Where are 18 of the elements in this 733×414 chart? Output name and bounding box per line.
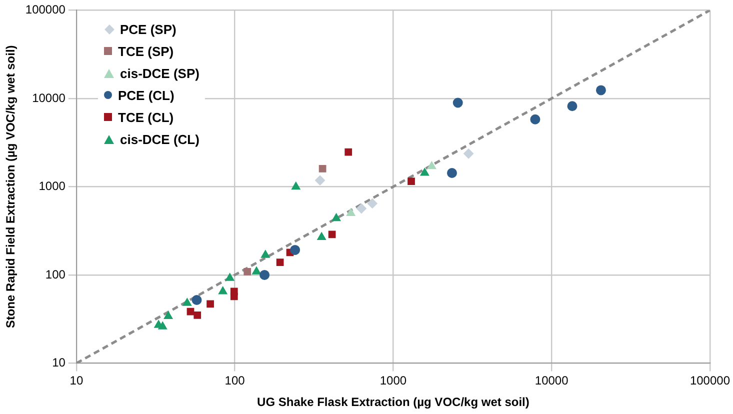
y-tick-label: 10000	[32, 90, 66, 105]
y-tick-label: 10	[52, 356, 66, 370]
x-tick-label: 100000	[690, 374, 730, 388]
y-axis-title: Stone Rapid Field Extraction (µg VOC/kg wet soil)	[4, 45, 18, 328]
x-tick-label: 10	[70, 374, 84, 388]
y-tick-label: 100	[45, 267, 66, 282]
legend-label: PCE (CL)	[118, 88, 174, 102]
y-tick-label: 1000	[38, 179, 66, 194]
legend-label: TCE (SP)	[118, 44, 174, 58]
x-tick-label: 1000	[380, 374, 407, 388]
legend-label: cis-DCE (SP)	[120, 66, 200, 80]
legend-label: cis-DCE (CL)	[120, 132, 200, 146]
x-tick-label: 10000	[534, 374, 569, 388]
x-tick-label: 100	[224, 374, 246, 388]
legend-label: TCE (CL)	[118, 110, 174, 124]
legend-label: PCE (SP)	[120, 22, 176, 36]
x-axis-title: UG Shake Flask Extraction (µg VOC/kg wet soil)	[257, 395, 530, 410]
y-tick-label: 100000	[25, 2, 66, 17]
